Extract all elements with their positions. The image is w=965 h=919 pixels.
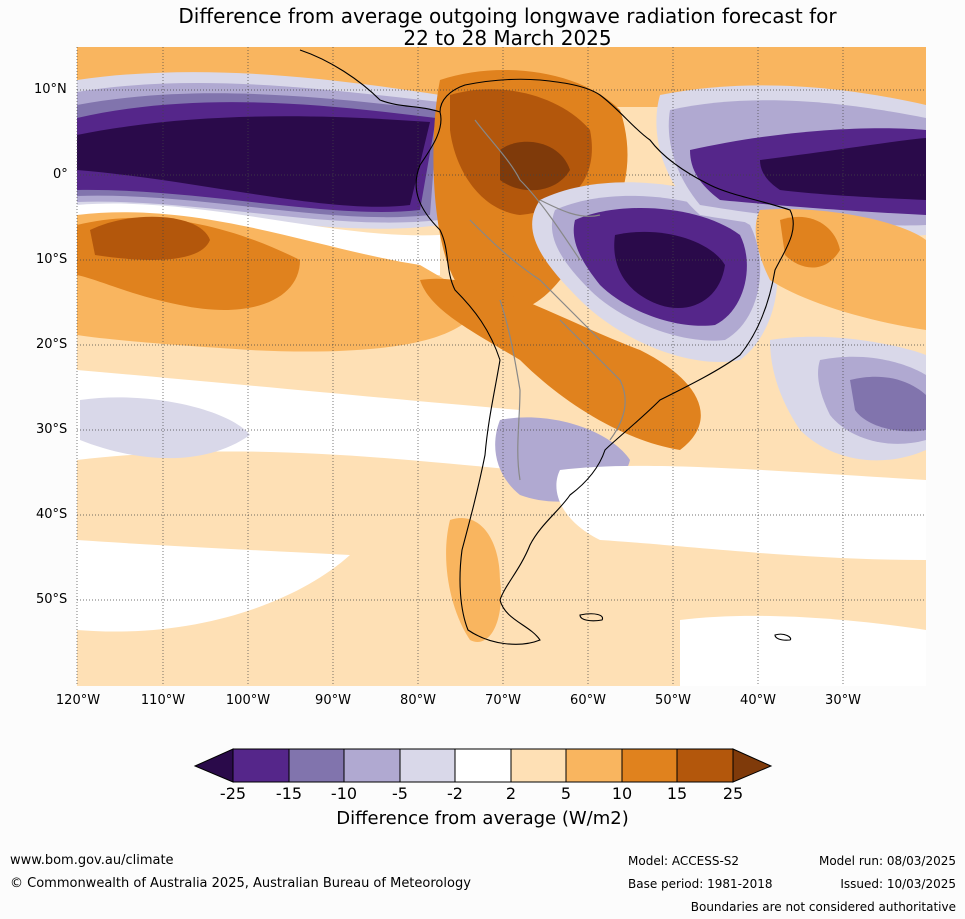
anomaly-field	[77, 47, 926, 686]
lon-label: 90°W	[315, 693, 351, 708]
colorbar-swatch	[343, 748, 401, 783]
footer-base-period: Base period: 1981-2018	[628, 877, 773, 891]
map-title-line1: Difference from average outgoing longwav…	[178, 4, 837, 28]
lon-label: 70°W	[485, 693, 521, 708]
colorbar-tick: 15	[666, 784, 688, 803]
footer-model-run: Model run: 08/03/2025	[818, 854, 956, 868]
colorbar-tick: 25	[722, 784, 744, 803]
lon-label: 60°W	[570, 693, 606, 708]
lat-label: 10°N	[34, 82, 67, 97]
colorbar-swatch	[676, 748, 734, 783]
lon-label: 80°W	[400, 693, 436, 708]
lat-label: 0°	[53, 167, 68, 182]
colorbar-swatch	[288, 748, 345, 783]
colorbar-tick: -10	[330, 784, 358, 803]
colorbar-tick: -25	[219, 784, 247, 803]
lon-label: 30°W	[825, 693, 861, 708]
footer-disclaimer: Boundaries are not considered authoritat…	[690, 900, 956, 914]
colorbar-swatch	[621, 748, 678, 783]
lat-label: 20°S	[36, 337, 68, 352]
lat-label: 40°S	[36, 507, 68, 522]
coastlines	[299, 49, 794, 645]
colorbar-swatch	[510, 748, 567, 783]
lon-label: 40°W	[740, 693, 776, 708]
colorbar-swatch	[454, 748, 512, 783]
colorbar-tick: 2	[505, 784, 517, 803]
colorbar-tick: -2	[447, 784, 463, 803]
colorbar-tick: -15	[275, 784, 303, 803]
colorbar-swatch	[232, 748, 290, 783]
colorbar-tick: 5	[560, 784, 572, 803]
colorbar-extend-low	[193, 748, 234, 783]
colorbar-tick: -5	[392, 784, 408, 803]
colorbar-swatch	[399, 748, 456, 783]
lon-label: 100°W	[225, 693, 271, 708]
footer-copyright: © Commonwealth of Australia 2025, Austra…	[10, 876, 471, 891]
colorbar-extend-high	[732, 748, 773, 783]
footer-issued: Issued: 10/03/2025	[840, 877, 956, 891]
lat-label: 30°S	[36, 422, 68, 437]
colorbar	[193, 748, 773, 783]
lon-label: 120°W	[55, 693, 101, 708]
colorbar-swatch	[565, 748, 623, 783]
country-boundaries	[469, 119, 626, 481]
footer-url[interactable]: www.bom.gov.au/climate	[10, 853, 174, 868]
colorbar-label: Difference from average (W/m2)	[336, 808, 629, 829]
lon-label: 110°W	[140, 693, 186, 708]
lon-label: 50°W	[655, 693, 691, 708]
gridlines	[76, 47, 926, 686]
colorbar-tick: 10	[611, 784, 633, 803]
map-title-line2: 22 to 28 March 2025	[403, 26, 612, 50]
footer-model: Model: ACCESS-S2	[628, 854, 740, 868]
lat-label: 50°S	[36, 592, 68, 607]
lat-label: 10°S	[36, 252, 68, 267]
